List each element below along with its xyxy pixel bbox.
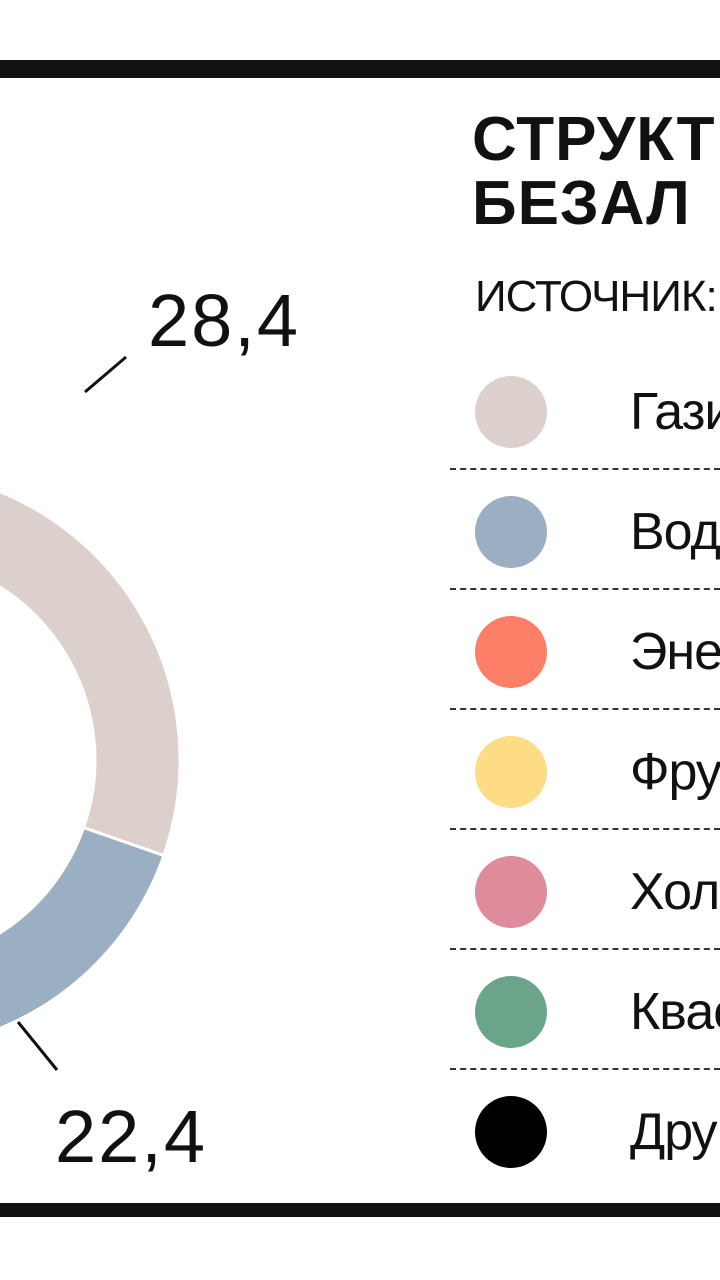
title-line-1: СТРУКТ bbox=[472, 105, 716, 174]
legend-swatch bbox=[475, 1096, 547, 1168]
chart-title: СТРУКТ БЕЗАЛ bbox=[472, 108, 715, 236]
legend-item-fru: Фру bbox=[450, 710, 720, 830]
legend-swatch bbox=[475, 616, 547, 688]
legend-swatch bbox=[475, 496, 547, 568]
title-line-2: БЕЗАЛ bbox=[472, 169, 691, 238]
legend-label: Дру bbox=[630, 1103, 718, 1161]
legend-item-dru: Дру bbox=[450, 1070, 720, 1190]
leader-line-gaz bbox=[84, 355, 127, 394]
legend-item-ene: Эне bbox=[450, 590, 720, 710]
legend-label: Вода bbox=[630, 503, 720, 561]
legend-item-gaz: Гази bbox=[450, 350, 720, 470]
legend-label: Квас bbox=[630, 983, 720, 1041]
donut-slice-voda bbox=[0, 825, 166, 1030]
legend-item-kvas: Квас bbox=[450, 950, 720, 1070]
legend-swatch bbox=[475, 376, 547, 448]
legend: Гази Вода Эне Фру Холо Квас Дру bbox=[450, 350, 720, 1190]
legend-item-holo: Холо bbox=[450, 830, 720, 950]
top-rule bbox=[0, 60, 720, 78]
legend-label: Холо bbox=[630, 863, 720, 921]
legend-item-voda: Вода bbox=[450, 470, 720, 590]
source-label: ИСТОЧНИК: bbox=[475, 272, 718, 321]
leader-line-voda bbox=[16, 1021, 59, 1071]
legend-swatch bbox=[475, 856, 547, 928]
value-label-gaz: 28,4 bbox=[148, 279, 301, 362]
legend-swatch bbox=[475, 976, 547, 1048]
value-label-voda: 22,4 bbox=[55, 1095, 208, 1178]
legend-label: Гази bbox=[630, 383, 720, 441]
donut-slice-gaz bbox=[0, 490, 182, 858]
legend-swatch bbox=[475, 736, 547, 808]
bottom-rule bbox=[0, 1203, 720, 1217]
legend-label: Эне bbox=[630, 623, 720, 681]
legend-label: Фру bbox=[630, 743, 720, 801]
